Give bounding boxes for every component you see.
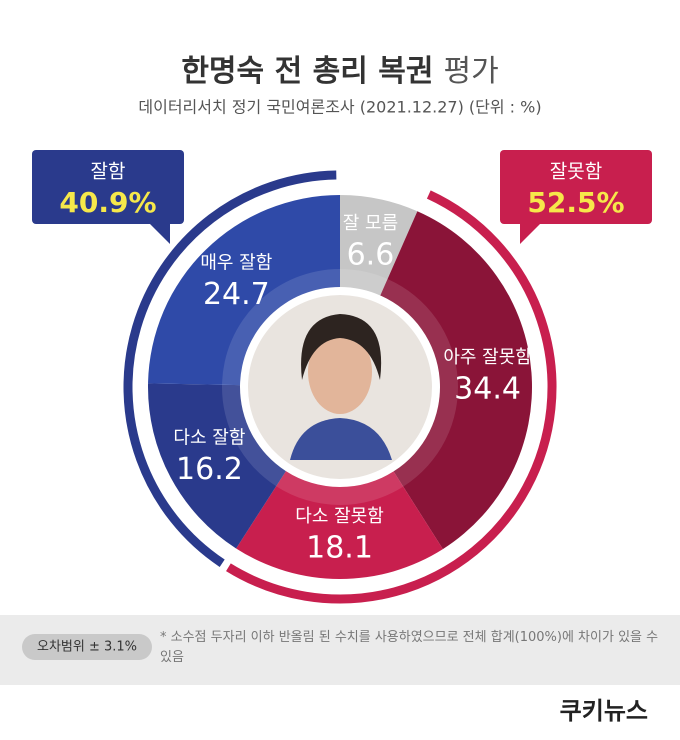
segment-name: 아주 잘못함 [443,347,532,368]
donut-segment [147,383,286,549]
inner-ring [222,269,340,386]
group-name: 잘함 [91,161,126,183]
group-arc [123,170,337,567]
segment-name: 다소 잘못함 [295,506,384,527]
error-margin: 오차범위 ± 3.1% [37,640,137,655]
segment-value: 16.2 [176,452,243,487]
donut-segment [380,211,532,550]
photo-clothes [290,418,392,460]
inner-ring [222,384,286,487]
logo: 쿠키뉴스 [560,697,648,725]
donut-segment [236,471,443,579]
photo [248,295,432,479]
note: * 소수점 두자리 이하 반올림 된 수치를 사용하였으므로 전체 합계(100… [160,630,659,665]
segment-value: 6.6 [347,238,395,273]
photo-hair [301,314,382,380]
subtitle: 데이터리서치 정기 국민여론조사 (2021.12.27) (단위 : %) [138,98,541,117]
segment-name: 잘 모름 [343,213,398,234]
title-suffix: 평가 [443,54,498,89]
callout-pointer [148,222,170,244]
inner-ring [380,279,458,487]
group-name: 잘못함 [550,161,602,183]
group-value: 52.5% [527,186,624,219]
callout-box [32,150,184,224]
callout-box [500,150,652,224]
inner-ring [340,269,388,296]
donut-segment [148,195,340,386]
title-main: 한명숙 전 총리 복권 [181,54,433,89]
group-value: 40.9% [59,186,156,219]
segment-value: 24.7 [203,277,270,312]
donut-chart: 잘 모름 6.6 아주 잘못함 34.4 다소 잘못함 18.1 다소 잘함 16.2 매우 잘… [32,150,652,604]
error-pill [22,634,152,660]
segment-name: 다소 잘함 [173,428,245,449]
note-box: * 소수점 두자리 이하 반올림 된 수치를 사용하였으므로 전체 합계(100… [160,630,659,665]
title: 한명숙 전 총리 복권 평가 [181,54,498,89]
segment-value: 34.4 [454,371,521,406]
segment-name: 매우 잘함 [200,252,272,273]
callout-pointer [520,222,542,244]
group-arc [226,190,557,604]
donut-segment [340,195,418,296]
segment-value: 18.1 [306,530,373,565]
photo-face [308,330,372,414]
inner-ring [276,471,404,505]
